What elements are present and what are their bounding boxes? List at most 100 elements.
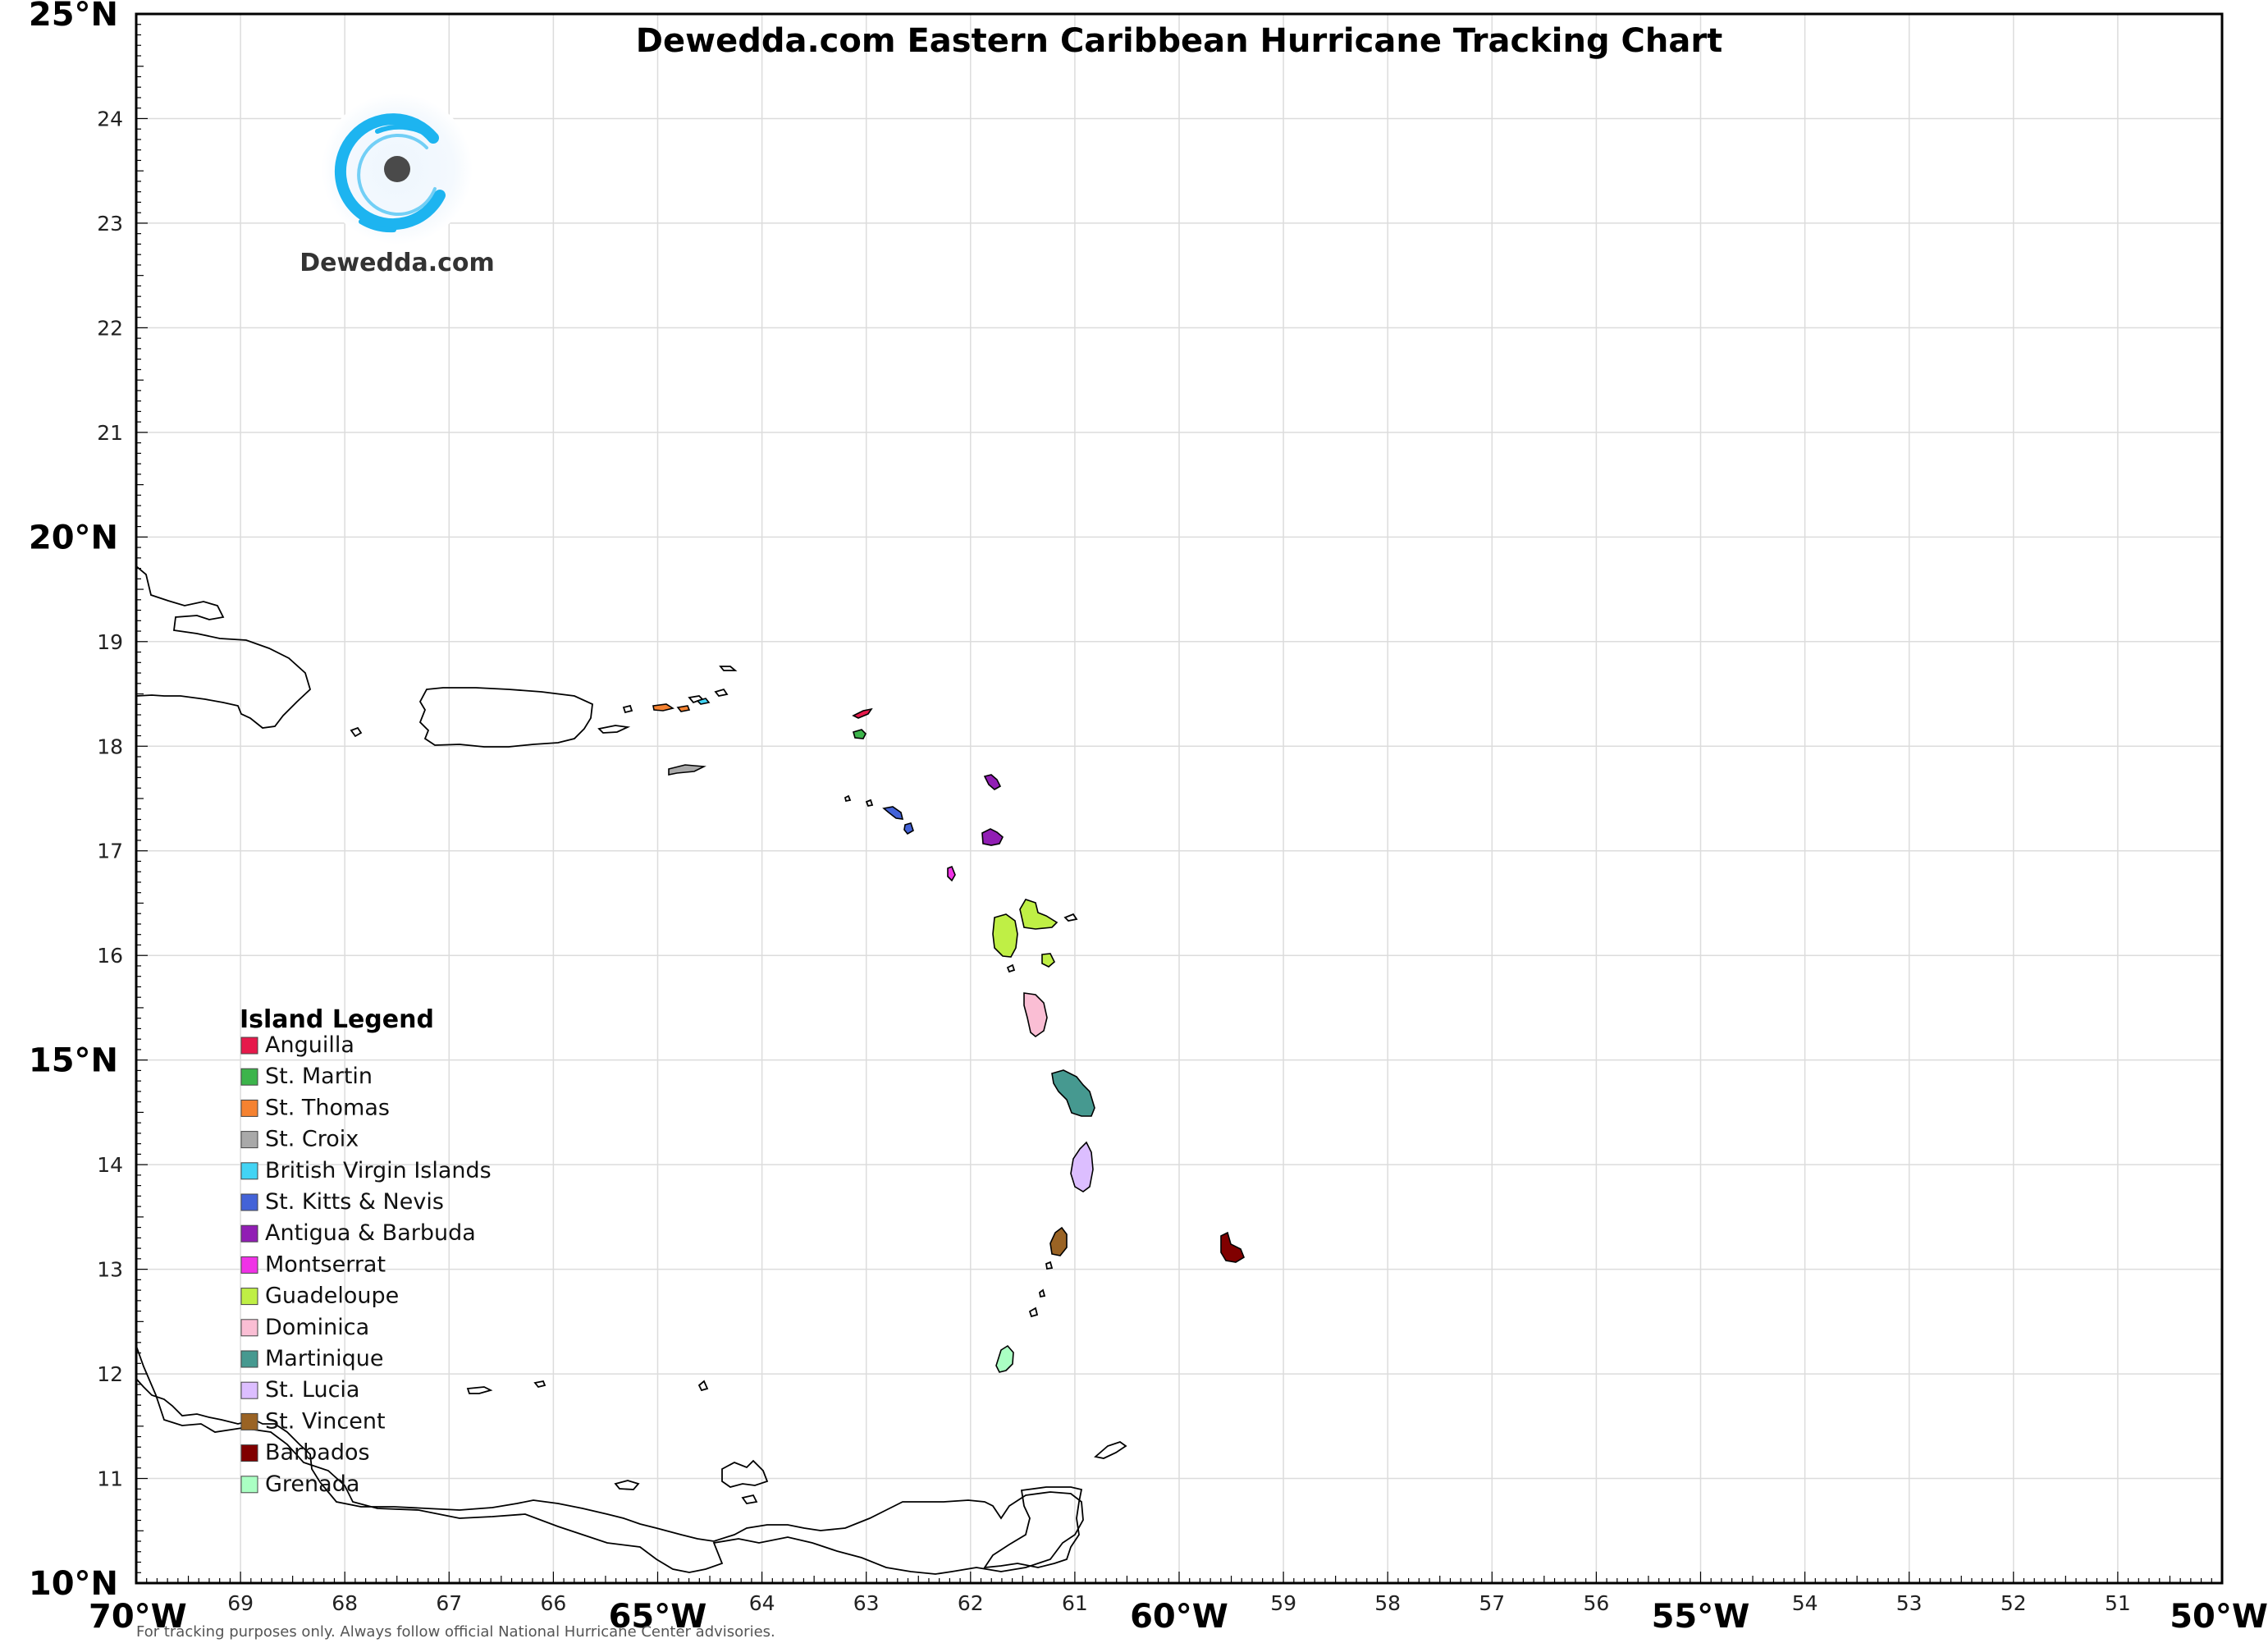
culebra-coast — [622, 704, 633, 714]
legend-label: Anguilla — [265, 1032, 354, 1058]
legend-label: St. Lucia — [265, 1377, 359, 1403]
y-tick-label: 11 — [97, 1467, 123, 1491]
x-tick-label: 56 — [1583, 1591, 1609, 1615]
legend-swatch — [240, 1224, 258, 1243]
guadeloupe-island — [1041, 953, 1055, 968]
antigua-barbuda-island — [981, 828, 1004, 846]
martinique-island — [1051, 1069, 1095, 1117]
st-thomas-island — [676, 705, 691, 712]
puerto-rico-coast — [418, 687, 593, 748]
st-kitts-nevis-island — [882, 806, 904, 820]
x-tick-label: 67 — [436, 1591, 462, 1615]
legend-title: Island Legend — [240, 1005, 434, 1034]
legend-swatch — [240, 1319, 258, 1337]
x-tick-label: 50°W — [2170, 1598, 2268, 1636]
y-tick-label: 12 — [97, 1362, 123, 1386]
la-blanquilla-coast — [697, 1380, 709, 1392]
st-croix-island — [668, 764, 706, 776]
y-tick-label: 13 — [97, 1258, 123, 1282]
x-tick-label: 55°W — [1652, 1598, 1750, 1636]
x-tick-label: 53 — [1896, 1591, 1923, 1615]
legend-label: Barbados — [265, 1440, 370, 1466]
legend-swatch — [240, 1068, 258, 1086]
legend-swatch — [240, 1131, 258, 1149]
barbuda-speck — [1063, 913, 1078, 922]
axis-tick-labels: 70°W 69 68 67 66 65°W 64 63 62 61 60°W 59 58 57 56 55°W… — [29, 0, 2268, 1636]
x-tick-label: 68 — [332, 1591, 358, 1615]
legend-items: Anguilla St. Martin St. Thomas St. Croix Bri… — [240, 1032, 492, 1497]
legend-label: St. Kitts & Nevis — [265, 1189, 444, 1215]
legend-swatch — [240, 1256, 258, 1274]
st-lucia-island — [1070, 1141, 1094, 1192]
y-tick-label: 17 — [97, 840, 123, 863]
legend-swatch — [240, 1099, 258, 1117]
legend-swatch — [240, 1412, 258, 1430]
highlighted-islands — [652, 698, 1245, 1373]
guadeloupe-island — [1019, 899, 1059, 930]
st-kitts-nevis-island — [903, 822, 914, 835]
y-tick-label: 24 — [97, 107, 123, 130]
legend-label: St. Croix — [265, 1127, 359, 1152]
x-tick-label: 65°W — [609, 1598, 707, 1636]
x-tick-label: 58 — [1374, 1591, 1401, 1615]
y-tick-label: 22 — [97, 316, 123, 340]
x-tick-label: 51 — [2105, 1591, 2131, 1615]
grenadines-speck-3 — [1039, 1288, 1046, 1298]
legend-swatch — [240, 1381, 258, 1399]
venezuela-coast — [136, 1345, 1084, 1575]
y-tick-label: 23 — [97, 212, 123, 236]
legend-label: St. Thomas — [265, 1095, 390, 1120]
statia-speck — [865, 799, 874, 808]
vieques-coast — [597, 725, 631, 734]
legend-label: St. Martin — [265, 1064, 373, 1089]
x-tick-label: 57 — [1479, 1591, 1505, 1615]
x-tick-label: 62 — [958, 1591, 984, 1615]
x-tick-label: 59 — [1270, 1591, 1296, 1615]
anguilla-island — [852, 707, 873, 719]
bvi-outer-coast — [719, 666, 738, 671]
aves-coast — [533, 1380, 546, 1389]
y-tick-label: 18 — [97, 735, 123, 758]
footer-disclaimer: For tracking purposes only. Always follo… — [136, 1623, 775, 1640]
legend-swatch — [240, 1476, 258, 1494]
grenadines-speck-2 — [1028, 1307, 1039, 1318]
los-testigos-coast — [614, 1480, 640, 1490]
y-tick-label: 14 — [97, 1153, 123, 1177]
y-tick-label: 16 — [97, 944, 123, 968]
x-tick-label: 63 — [853, 1591, 880, 1615]
y-tick-label: 15°N — [29, 1042, 118, 1080]
hurricane-swirl-icon — [334, 113, 446, 233]
brand-name: Dewedda.com — [300, 249, 495, 277]
island-legend: Island Legend Anguilla St. Martin St. Thom… — [240, 1005, 492, 1497]
legend-swatch — [240, 1288, 258, 1306]
legend-swatch — [240, 1037, 258, 1055]
tobago-coast — [1094, 1441, 1127, 1459]
y-tick-label: 10°N — [29, 1565, 118, 1603]
grenada-island — [995, 1344, 1014, 1373]
x-tick-label: 52 — [2001, 1591, 2027, 1615]
plot-border — [135, 12, 2224, 1585]
margarita-coast — [721, 1459, 769, 1488]
coche-coast — [741, 1494, 758, 1504]
antigua-barbuda-island — [983, 774, 1002, 790]
bvi-island — [696, 698, 711, 705]
st-martin-island — [853, 729, 867, 739]
montserrat-island — [947, 865, 956, 882]
brand-logo: Dewedda.com — [300, 94, 495, 277]
la-orchila-coast — [466, 1386, 493, 1394]
legend-label: Antigua & Barbuda — [265, 1220, 476, 1246]
x-tick-label: 69 — [227, 1591, 254, 1615]
mona-island-coast — [350, 726, 363, 738]
legend-label: St. Vincent — [265, 1408, 386, 1434]
x-tick-label: 60°W — [1130, 1598, 1228, 1636]
hispaniola-coast — [136, 565, 312, 729]
map-title: Dewedda.com Eastern Caribbean Hurricane … — [636, 22, 1722, 60]
x-tick-label: 61 — [1062, 1591, 1088, 1615]
y-tick-label: 21 — [97, 421, 123, 445]
x-tick-label: 66 — [540, 1591, 566, 1615]
bvi-small-coast — [714, 688, 729, 697]
y-tick-label: 19 — [97, 630, 123, 654]
x-tick-label: 70°W — [89, 1598, 187, 1636]
